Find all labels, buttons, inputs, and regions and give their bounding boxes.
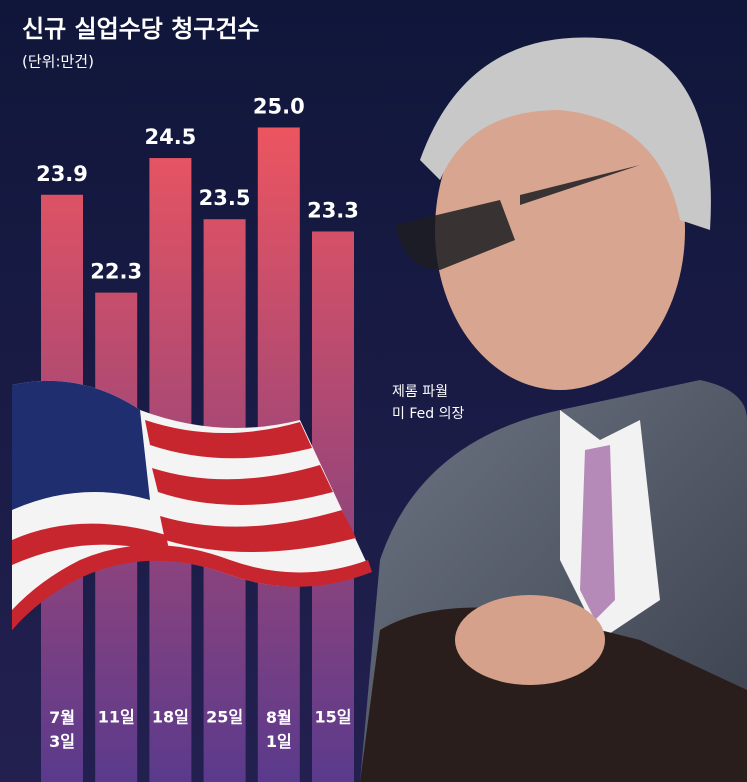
x-tick-label: 15일	[315, 708, 352, 727]
value-label: 23.9	[36, 162, 88, 186]
value-label: 23.3	[307, 198, 359, 222]
photo	[360, 37, 747, 782]
x-tick-label: 25일	[206, 708, 243, 727]
x-tick-label: 8월 1일	[266, 708, 292, 751]
value-label: 24.5	[144, 125, 196, 149]
x-tick-label: 11일	[98, 708, 135, 727]
chart-title: 신규 실업수당 청구건수	[22, 15, 260, 43]
chart-subtitle: (단위:만건)	[22, 53, 94, 71]
flag	[12, 380, 372, 630]
value-label: 25.0	[253, 94, 305, 118]
annotation: 제롬 파월	[392, 384, 448, 400]
value-label: 22.3	[90, 260, 142, 284]
annotation: 미 Fed 의장	[392, 406, 464, 422]
value-label: 23.5	[199, 186, 251, 210]
x-tick-label: 7월 3일	[49, 708, 75, 751]
labels: 7월 3일 11일 18일 25일 8월 1일 15일	[49, 708, 351, 751]
x-tick-label: 18일	[152, 708, 189, 727]
